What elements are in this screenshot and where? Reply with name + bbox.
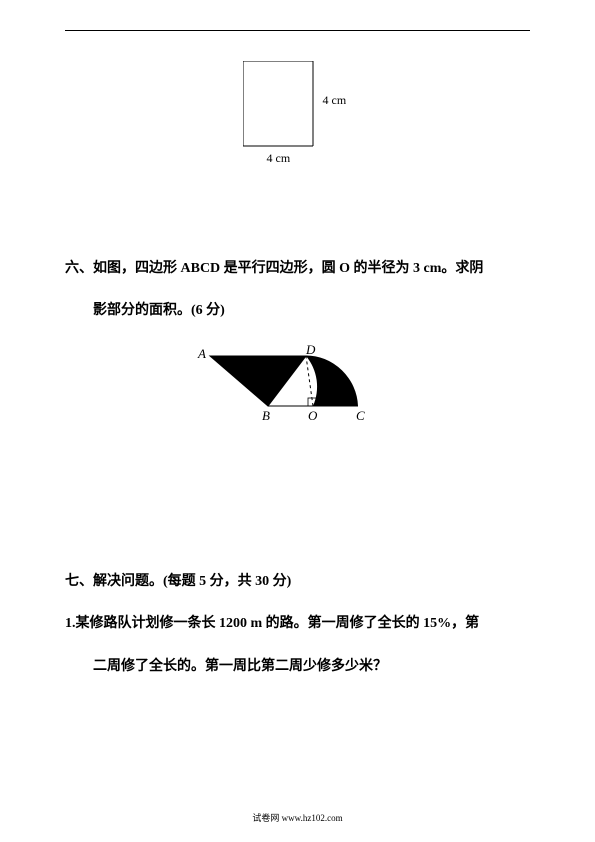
top-figure: 4 cm 4 cm — [213, 61, 383, 161]
label-D: D — [305, 344, 316, 357]
label-bottom-4cm: 4 cm — [267, 151, 291, 166]
label-O: O — [308, 408, 318, 423]
q1-line2: 二周修了全长的。第一周比第二周少修多少米？ — [65, 649, 530, 685]
section-six-line2: 影部分的面积。(6 分) — [65, 293, 530, 329]
top-rule — [65, 30, 530, 31]
q1-line1: 1.某修路队计划修一条长 1200 m 的路。第一周修了全长的 15%，第 — [65, 606, 530, 642]
label-right-4cm: 4 cm — [323, 93, 347, 108]
footer-text: 试卷网 www.hz102.com — [0, 811, 595, 824]
label-A: A — [197, 346, 206, 361]
section-six-line1: 六、如图，四边形 ABCD 是平行四边形，圆 O 的半径为 3 cm。求阴 — [65, 251, 530, 287]
page: 4 cm 4 cm 六、如图，四边形 ABCD 是平行四边形，圆 O 的半径为 … — [0, 0, 595, 842]
section-seven-heading: 七、解决问题。(每题 5 分，共 30 分) — [65, 564, 530, 600]
square-svg — [243, 61, 393, 161]
label-C: C — [356, 408, 365, 423]
label-B: B — [262, 408, 270, 423]
geom-figure: A B C D O — [188, 344, 408, 434]
